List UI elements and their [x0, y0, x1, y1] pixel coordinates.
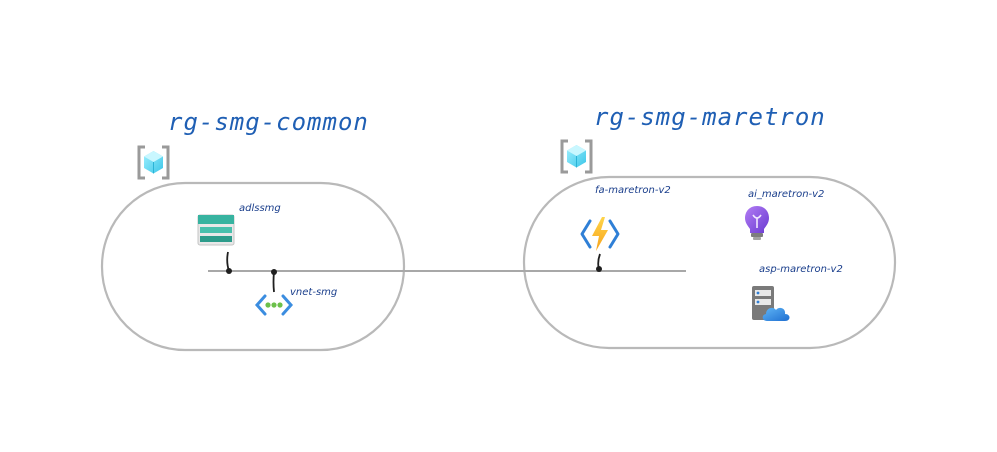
application-insights-icon [745, 206, 769, 240]
resource-group-icon [560, 139, 593, 174]
storage-account-icon [197, 214, 235, 246]
app-service-plan-icon [752, 286, 790, 321]
app-service-plan-label: asp-maretron-v2 [759, 264, 843, 275]
group-container-maretron [522, 175, 897, 350]
resource-group-icon [137, 145, 170, 180]
application-insights-label: ai_maretron-v2 [748, 189, 824, 200]
group-container-common [100, 181, 406, 352]
function-app-label: fa-maretron-v2 [595, 185, 671, 196]
vnet-connector-dot [271, 269, 277, 275]
vnet-connector [272, 271, 275, 293]
function-connector-dot [596, 266, 602, 272]
group-title-maretron: rg-smg-maretron [594, 103, 826, 131]
storage-account-label: adlssmg [239, 203, 281, 214]
virtual-network-icon [254, 294, 294, 316]
virtual-network-label: vnet-smg [290, 287, 337, 298]
function-app-icon [580, 217, 620, 251]
storage-connector-dot [226, 268, 232, 274]
group-title-common: rg-smg-common [168, 108, 369, 136]
